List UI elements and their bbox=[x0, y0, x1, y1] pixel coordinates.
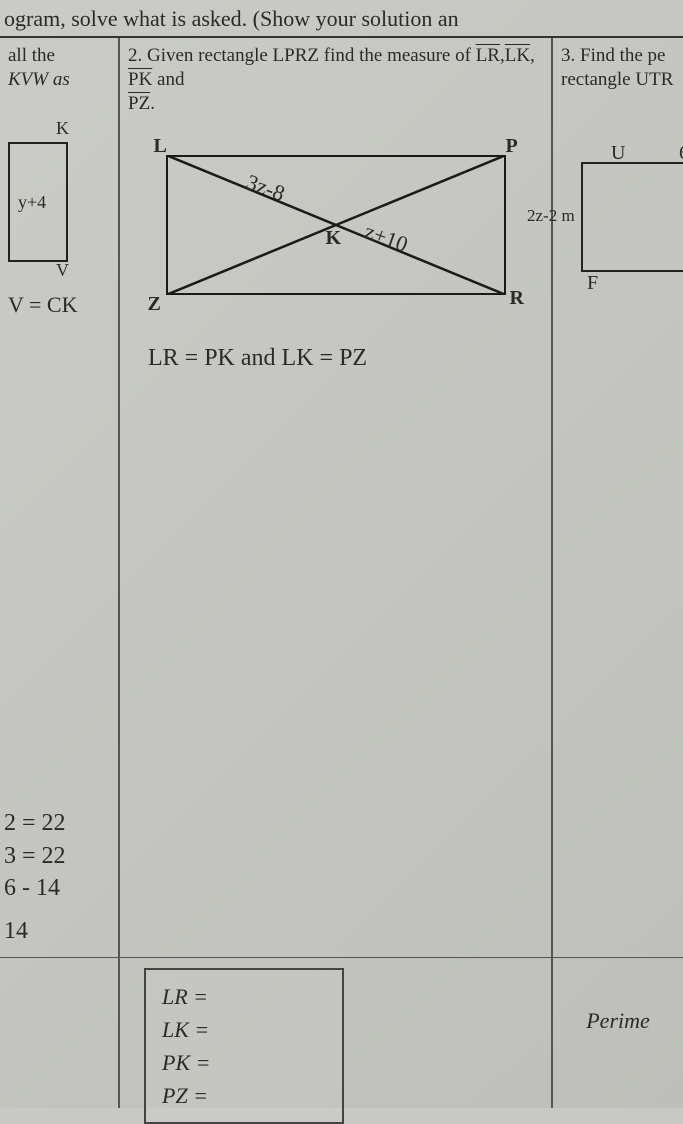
hand-line-1: 2 = 22 bbox=[4, 807, 66, 839]
answer-col1 bbox=[0, 958, 120, 1108]
hand-line-4: 14 bbox=[4, 915, 66, 947]
ans-PK: PK = bbox=[162, 1046, 326, 1079]
diagonals-svg bbox=[166, 155, 506, 295]
and-word: and bbox=[152, 69, 184, 90]
col1-title-line1: all the bbox=[8, 44, 110, 68]
answer-row: LR = LK = PK = PZ = Perime bbox=[0, 958, 683, 1108]
column-2: 2. Given rectangle LPRZ find the measure… bbox=[120, 38, 553, 957]
col2-title-text: 2. Given rectangle LPRZ find the measure… bbox=[128, 45, 476, 66]
col3-title: 3. Find the pe rectangle UTR bbox=[561, 44, 675, 92]
perimeter-label: Perime bbox=[586, 1008, 650, 1033]
period: . bbox=[150, 93, 155, 114]
rectangle-UTRF-diagram: U 6 2z-2 m F bbox=[561, 152, 681, 292]
seg-LK: LK bbox=[505, 45, 530, 66]
top-label-6: 6 bbox=[679, 142, 683, 165]
col3-title-line2: rectangle UTR bbox=[561, 68, 675, 92]
vertex-L: L bbox=[154, 135, 167, 158]
side-label-2z2: 2z-2 m bbox=[527, 206, 575, 226]
answer-col2: LR = LK = PK = PZ = bbox=[120, 958, 553, 1108]
seg-PK: PK bbox=[128, 69, 152, 90]
vertex-U: U bbox=[611, 142, 625, 165]
problem-columns: all the KVW as K y+4 V V = CK 2 = 22 3 =… bbox=[0, 38, 683, 958]
col1-rect-diagram: K y+4 V bbox=[8, 132, 110, 272]
answer-col3: Perime bbox=[553, 958, 683, 1108]
side-label-y4: y+4 bbox=[18, 192, 46, 213]
rect-UTRF bbox=[581, 162, 683, 272]
hand-line-2: 3 = 22 bbox=[4, 840, 66, 872]
ans-PZ: PZ = bbox=[162, 1079, 326, 1112]
ans-LR: LR = bbox=[162, 980, 326, 1013]
worksheet-page: ogram, solve what is asked. (Show your s… bbox=[0, 0, 683, 1108]
col1-title-line2: KVW as bbox=[8, 68, 110, 92]
seg-PZ: PZ bbox=[128, 93, 150, 114]
seg-LR: LR bbox=[476, 45, 500, 66]
vertex-P: P bbox=[506, 135, 518, 158]
column-1: all the KVW as K y+4 V V = CK 2 = 22 3 =… bbox=[0, 38, 120, 957]
col2-title: 2. Given rectangle LPRZ find the measure… bbox=[128, 44, 543, 115]
vertex-Z: Z bbox=[148, 293, 161, 316]
column-3: 3. Find the pe rectangle UTR U 6 2z-2 m … bbox=[553, 38, 683, 957]
ans-LK: LK = bbox=[162, 1013, 326, 1046]
center-K: K bbox=[326, 227, 342, 250]
answer-box-col2: LR = LK = PK = PZ = bbox=[144, 968, 344, 1124]
col3-title-line1: 3. Find the pe bbox=[561, 44, 675, 68]
hand-line-3: 6 - 14 bbox=[4, 872, 66, 904]
col1-eq-vck: V = CK bbox=[8, 292, 110, 318]
col1-title: all the KVW as bbox=[8, 44, 110, 92]
vertex-R: R bbox=[510, 287, 524, 310]
vertex-V: V bbox=[56, 260, 69, 281]
rectangle-LPRZ-diagram: L P Z R K 3z-8 z+10 bbox=[146, 145, 526, 325]
col2-hand-eq: LR = PK and LK = PZ bbox=[148, 345, 543, 372]
vertex-K: K bbox=[56, 118, 69, 139]
vertex-F: F bbox=[587, 272, 598, 295]
page-header: ogram, solve what is asked. (Show your s… bbox=[0, 0, 683, 38]
col1-handwritten-stack: 2 = 22 3 = 22 6 - 14 14 bbox=[4, 807, 66, 947]
